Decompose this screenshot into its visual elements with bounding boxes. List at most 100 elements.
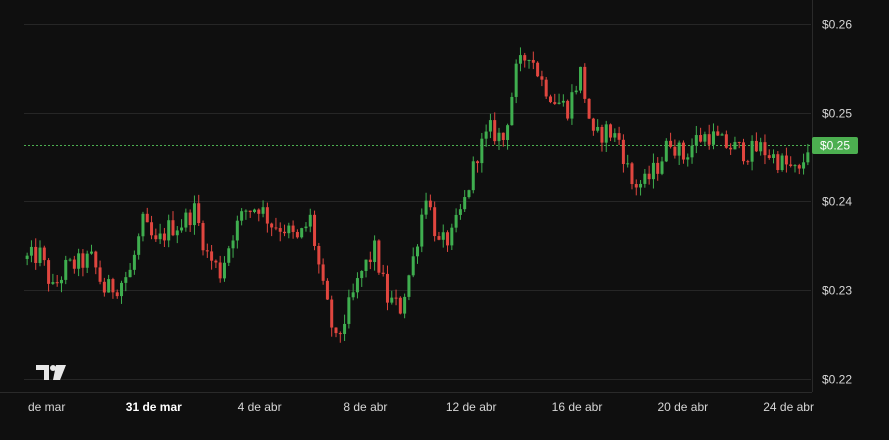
candle-body: [291, 225, 295, 232]
candle-body: [248, 210, 252, 213]
candle-body: [81, 253, 85, 268]
candle-body: [587, 98, 591, 119]
candle-body: [321, 264, 325, 281]
candle-body: [188, 212, 192, 226]
candle-body: [626, 163, 630, 165]
candle-body: [566, 100, 570, 119]
candle-body: [201, 223, 205, 251]
candle-body: [724, 134, 728, 148]
candle-body: [252, 209, 256, 213]
candle-body: [424, 200, 428, 215]
x-tick-label: 24 de abr: [763, 400, 814, 414]
candle-body: [540, 76, 544, 80]
candle-body: [59, 279, 63, 284]
candle-body: [34, 246, 38, 263]
candle-body: [548, 96, 552, 103]
candle-body: [411, 256, 415, 276]
candle-body: [677, 142, 681, 156]
candle-body: [210, 251, 214, 261]
candle-body: [681, 142, 685, 160]
candle-body: [570, 92, 574, 119]
y-tick-label: $0.25: [822, 107, 852, 121]
candle-body: [772, 154, 776, 158]
candle-body: [789, 164, 793, 166]
candle-body: [360, 270, 364, 279]
current-price-tag: $0.25: [812, 137, 858, 154]
candle-body: [613, 133, 617, 138]
candle-body: [604, 124, 608, 143]
candle-body: [98, 267, 102, 282]
logo-t-shape: [36, 365, 49, 380]
candle-body: [784, 155, 788, 165]
candle-body: [441, 232, 445, 240]
candle-body: [591, 118, 595, 131]
candle-body: [506, 125, 510, 141]
y-tick-label: $0.26: [822, 18, 852, 32]
candle-body: [120, 282, 124, 297]
tradingview-logo-icon[interactable]: [36, 365, 66, 380]
candle-body: [180, 227, 184, 231]
candle-body: [175, 230, 179, 236]
candle-body: [270, 223, 274, 228]
candle-body: [544, 79, 548, 97]
candle-body: [471, 161, 475, 191]
candle-body: [154, 235, 158, 240]
candle-body: [767, 155, 771, 158]
current-price-tag-background: [812, 137, 858, 154]
candle-body: [660, 161, 664, 174]
candle-body: [368, 259, 372, 263]
candle-body: [77, 253, 81, 269]
candle-body: [274, 227, 278, 229]
candle-body: [750, 140, 754, 162]
candle-body: [733, 141, 737, 150]
candle-body: [330, 299, 334, 328]
x-tick-label: 16 de abr: [552, 400, 603, 414]
candle-body: [561, 100, 565, 103]
candle-body: [806, 152, 810, 163]
time-axis[interactable]: de mar 31 de mar 4 de abr 8 de abr 12 de abr…: [28, 400, 814, 414]
candle-body: [510, 96, 514, 126]
candle-body: [759, 142, 763, 152]
candle-body: [184, 212, 188, 228]
candle-body: [231, 240, 235, 249]
candle-body: [746, 161, 750, 163]
candle-body: [484, 131, 488, 139]
candle-body: [737, 141, 741, 143]
x-tick-label: 20 de abr: [657, 400, 708, 414]
candle-body: [557, 102, 561, 104]
candle-body: [167, 220, 171, 241]
candle-body: [754, 140, 758, 152]
price-axis[interactable]: $0.26 $0.25 $0.24 $0.23 $0.22: [822, 18, 852, 387]
candle-body: [85, 253, 89, 268]
candle-body: [150, 222, 154, 236]
candle-body: [621, 139, 625, 164]
candle-body: [55, 282, 59, 284]
candle-body: [407, 275, 411, 297]
candle-body: [420, 214, 424, 247]
candle-body: [158, 233, 162, 240]
candle-body: [197, 203, 201, 224]
candle-body: [205, 250, 209, 252]
logo-dot: [50, 365, 56, 371]
candle-body: [742, 142, 746, 162]
candle-body: [729, 147, 733, 150]
candle-body: [94, 251, 98, 268]
candle-body: [162, 233, 166, 241]
candle-body: [501, 132, 505, 141]
candle-body: [68, 259, 72, 261]
candle-body: [398, 297, 402, 314]
candle-body: [527, 59, 531, 61]
candle-body: [643, 173, 647, 184]
candle-body: [102, 281, 106, 293]
candle-body: [47, 260, 51, 284]
candle-body: [107, 279, 111, 293]
candle-body: [124, 277, 128, 283]
candles: [25, 47, 810, 343]
candle-body: [141, 213, 145, 237]
candle-body: [763, 142, 767, 156]
candle-body: [171, 220, 175, 236]
candle-body: [433, 207, 437, 237]
candle-body: [437, 236, 441, 240]
candle-body: [364, 259, 368, 271]
